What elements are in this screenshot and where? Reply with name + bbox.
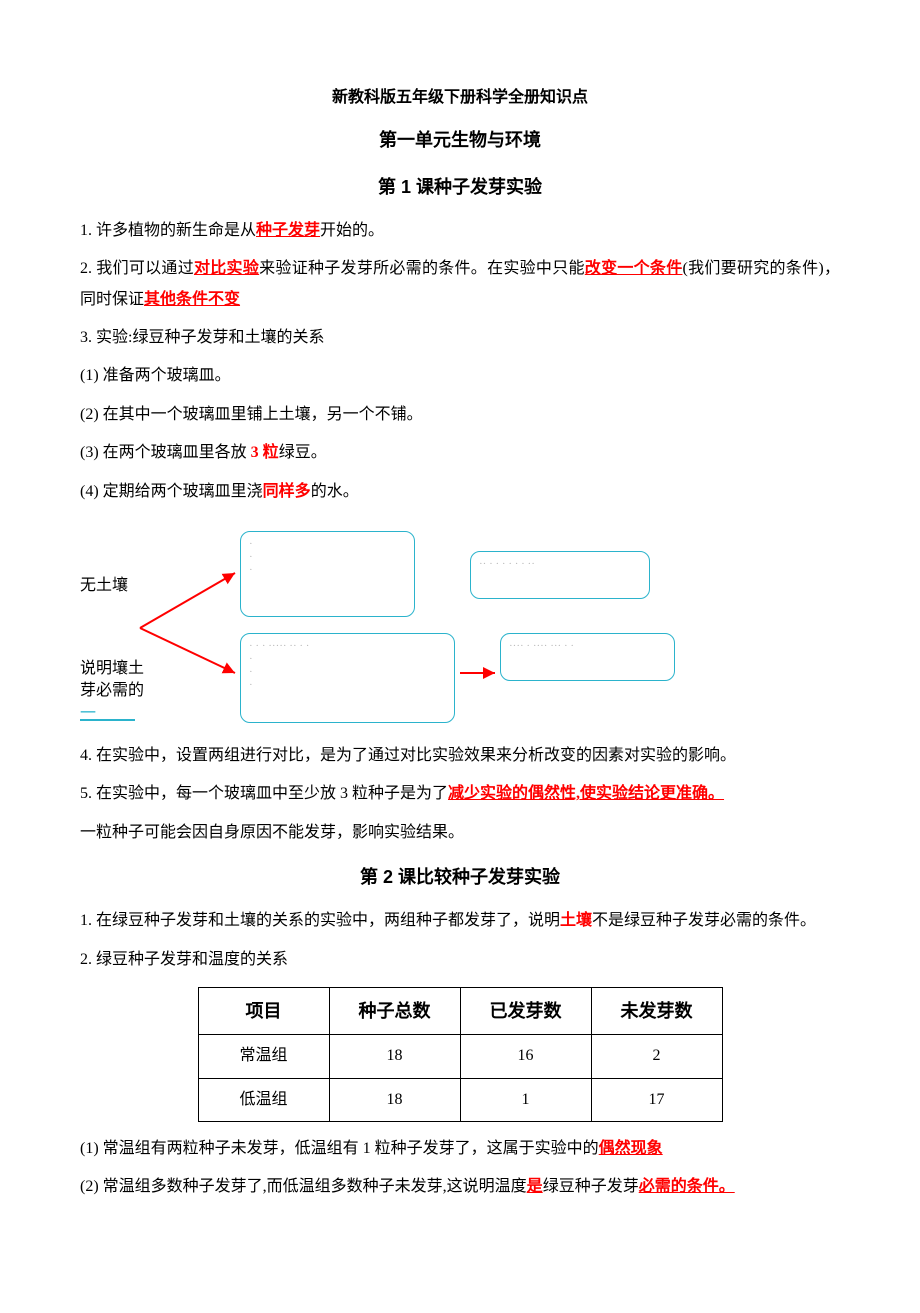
td-r2-1: 低温组 xyxy=(198,1078,329,1121)
diagram-bar xyxy=(80,719,135,721)
doc-title: 新教科版五年级下册科学全册知识点 xyxy=(80,83,840,113)
th-3: 已发芽数 xyxy=(460,988,591,1035)
l1-p1-key: 种子发芽 xyxy=(256,222,320,239)
l1-p5-k: 减少实验的偶然性,使实验结论更准确。 xyxy=(448,785,724,802)
lesson1-title: 第 1 课种子发芽实验 xyxy=(80,170,840,204)
diagram-box-4: ···· · ···· ··· · · xyxy=(500,633,675,681)
l2-c2-k1: 是 xyxy=(527,1178,543,1195)
dlb-1: 说明壤土 xyxy=(80,660,144,677)
l1-p1: 1. 许多植物的新生命是从种子发芽开始的。 xyxy=(80,216,840,246)
td-r2-3: 1 xyxy=(460,1078,591,1121)
l1-p2-a: 2. 我们可以通过 xyxy=(80,260,194,277)
b2-l4: · xyxy=(249,679,446,692)
l1-s2: (2) 在其中一个玻璃皿里铺上土壤，另一个不铺。 xyxy=(80,400,840,430)
l2-c2: (2) 常温组多数种子发芽了,而低温组多数种子未发芽,这说明温度是绿豆种子发芽必… xyxy=(80,1172,840,1202)
l2-c1-a: (1) 常温组有两粒种子未发芽，低温组有 1 粒种子发芽了，这属于实验中的 xyxy=(80,1140,599,1157)
l2-c1-k: 偶然现象 xyxy=(599,1140,663,1157)
l1-p2: 2. 我们可以通过对比实验来验证种子发芽所必需的条件。在实验中只能改变一个条件(… xyxy=(80,254,840,315)
l2-p1: 1. 在绿豆种子发芽和土壤的关系的实验中，两组种子都发芽了，说明土壤不是绿豆种子… xyxy=(80,906,840,936)
b1-l2: · xyxy=(249,551,406,564)
l1-p2-k2: 改变一个条件 xyxy=(585,260,683,277)
td-r2-2: 18 xyxy=(329,1078,460,1121)
l2-c2-a: (2) 常温组多数种子发芽了,而低温组多数种子未发芽,这说明温度 xyxy=(80,1178,527,1195)
l1-s4-k: 同样多 xyxy=(263,483,311,500)
td-r1-3: 16 xyxy=(460,1035,591,1078)
td-r1-1: 常温组 xyxy=(198,1035,329,1078)
experiment-table: 项目 种子总数 已发芽数 未发芽数 常温组 18 16 2 低温组 18 1 1… xyxy=(198,987,723,1122)
b4-l1: ···· · ···· ··· · · xyxy=(509,640,666,653)
b2-l3: · xyxy=(249,666,446,679)
dlb-2: 芽必需的 xyxy=(80,682,144,699)
l2-p1-k: 土壤 xyxy=(560,912,592,929)
l2-c1: (1) 常温组有两粒种子未发芽，低温组有 1 粒种子发芽了，这属于实验中的偶然现… xyxy=(80,1134,840,1164)
l1-s3: (3) 在两个玻璃皿里各放 3 粒绿豆。 xyxy=(80,438,840,468)
l1-s3-b: 绿豆。 xyxy=(279,444,327,461)
table-row: 低温组 18 1 17 xyxy=(198,1078,722,1121)
flow-diagram: 无土壤 说明壤土 芽必需的 一 · · · · · · ····· ·· · ·… xyxy=(80,523,840,733)
td-r2-4: 17 xyxy=(591,1078,722,1121)
l1-p5-a: 5. 在实验中，每一个玻璃皿中至少放 3 粒种子是为了 xyxy=(80,785,448,802)
l1-p5b: 一粒种子可能会因自身原因不能发芽，影响实验结果。 xyxy=(80,818,840,848)
th-2: 种子总数 xyxy=(329,988,460,1035)
l1-s3-k: 3 粒 xyxy=(251,444,279,461)
l1-p3: 3. 实验:绿豆种子发芽和土壤的关系 xyxy=(80,323,840,353)
l1-p4: 4. 在实验中，设置两组进行对比，是为了通过对比实验效果来分析改变的因素对实验的… xyxy=(80,741,840,771)
l1-p1-a: 1. 许多植物的新生命是从 xyxy=(80,222,256,239)
b1-l3: · xyxy=(249,564,406,577)
table-row: 常温组 18 16 2 xyxy=(198,1035,722,1078)
td-r1-2: 18 xyxy=(329,1035,460,1078)
l2-p2: 2. 绿豆种子发芽和温度的关系 xyxy=(80,945,840,975)
l2-p1-b: 不是绿豆种子发芽必需的条件。 xyxy=(592,912,816,929)
l1-s4: (4) 定期给两个玻璃皿里浇同样多的水。 xyxy=(80,477,840,507)
l1-s4-b: 的水。 xyxy=(311,483,359,500)
th-4: 未发芽数 xyxy=(591,988,722,1035)
l1-p5: 5. 在实验中，每一个玻璃皿中至少放 3 粒种子是为了减少实验的偶然性,使实验结… xyxy=(80,779,840,809)
b2-l1: · · · ····· ·· · · xyxy=(249,640,446,653)
b2-l2: · xyxy=(249,653,446,666)
table-header-row: 项目 种子总数 已发芽数 未发芽数 xyxy=(198,988,722,1035)
th-1: 项目 xyxy=(198,988,329,1035)
l2-c2-b: 绿豆种子发芽 xyxy=(543,1178,639,1195)
diagram-label-bottom: 说明壤土 芽必需的 一 xyxy=(80,658,160,725)
l1-p2-k3: 其他条件不变 xyxy=(144,291,240,308)
diagram-box-1: · · · xyxy=(240,531,415,617)
l2-c2-k2: 必需的条件。 xyxy=(639,1178,735,1195)
l1-s3-a: (3) 在两个玻璃皿里各放 xyxy=(80,444,251,461)
diagram-box-2: · · · ····· ·· · · · · · xyxy=(240,633,455,723)
b3-l1: ·· · · · · · · ·· xyxy=(479,558,641,571)
unit-title: 第一单元生物与环境 xyxy=(80,123,840,157)
l1-p1-b: 开始的。 xyxy=(320,222,384,239)
l1-s4-a: (4) 定期给两个玻璃皿里浇 xyxy=(80,483,263,500)
td-r1-4: 2 xyxy=(591,1035,722,1078)
lesson2-title: 第 2 课比较种子发芽实验 xyxy=(80,860,840,894)
diagram-box-3: ·· · · · · · · ·· xyxy=(470,551,650,599)
diagram-label-top: 无土壤 xyxy=(80,571,128,601)
b1-l1: · xyxy=(249,538,406,551)
l1-p2-b: 来验证种子发芽所必需的条件。在实验中只能 xyxy=(259,260,585,277)
diagram-arrows xyxy=(80,523,840,733)
l1-p2-k1: 对比实验 xyxy=(194,260,259,277)
l2-p1-a: 1. 在绿豆种子发芽和土壤的关系的实验中，两组种子都发芽了，说明 xyxy=(80,912,560,929)
l1-s1: (1) 准备两个玻璃皿。 xyxy=(80,361,840,391)
